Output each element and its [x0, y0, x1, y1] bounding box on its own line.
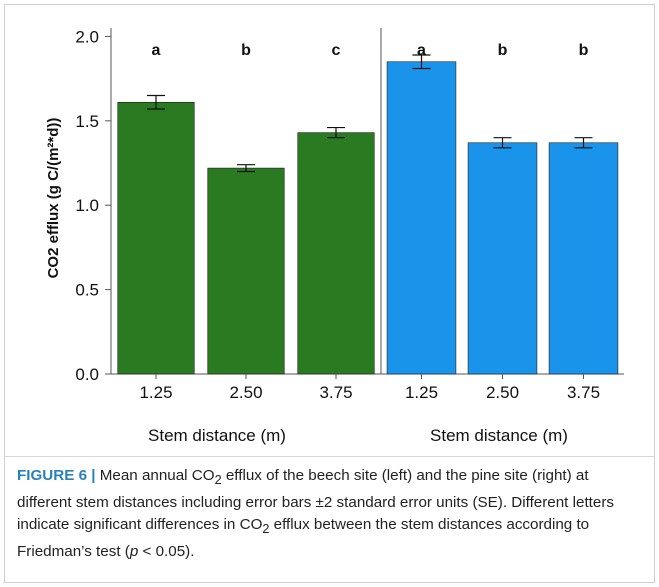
- figure-label: FIGURE 6 |: [17, 467, 96, 484]
- x-tick-label: 2.50: [229, 383, 262, 402]
- significance-letter: b: [579, 42, 589, 59]
- bar: [297, 132, 375, 375]
- x-axis-label-left: Stem distance (m): [148, 426, 286, 445]
- caption-p-variable: p: [129, 542, 139, 560]
- significance-letter: b: [498, 42, 508, 59]
- x-tick-label: 3.75: [319, 383, 352, 402]
- x-tick-label: 1.25: [139, 383, 172, 402]
- bar: [207, 167, 285, 375]
- bar-chart: 0.0 0.5 1.0 1.5 2.0 1.25 a 2.50 b 3.75 c 1.25 a 2.50 b…: [45, 27, 624, 445]
- caption-text: efflux of the beech site (left) and the …: [17, 467, 614, 534]
- bar: [386, 61, 457, 375]
- caption-text: < 0.05).: [138, 542, 195, 560]
- bar: [467, 142, 538, 375]
- y-tick-label: 1.5: [75, 112, 99, 131]
- y-tick-label: 0.5: [75, 281, 99, 300]
- x-tick-label: 1.25: [405, 383, 438, 402]
- y-tick-label: 1.0: [75, 196, 99, 215]
- x-axis-label-right: Stem distance (m): [430, 426, 568, 445]
- figure-caption: FIGURE 6 | Mean annual CO2 efflux of the…: [17, 465, 645, 563]
- x-tick-label: 3.75: [567, 383, 600, 402]
- caption-text: Mean annual CO: [95, 467, 215, 484]
- caption-subscript: 2: [262, 522, 270, 537]
- x-tick-label: 2.50: [486, 383, 519, 402]
- caption-subscript: 2: [214, 473, 222, 488]
- significance-letter: b: [241, 42, 251, 59]
- caption-text: efflux between the stem distances accord…: [17, 516, 590, 560]
- y-axis-label: CO2 efflux (g C/(m²*d)): [45, 118, 62, 279]
- y-tick-label: 0.0: [75, 365, 99, 384]
- bar: [117, 101, 195, 375]
- bar: [548, 142, 619, 375]
- significance-letter: a: [417, 42, 426, 59]
- y-tick-label: 2.0: [75, 27, 99, 46]
- significance-letter: c: [332, 42, 341, 59]
- caption-divider: [4, 456, 655, 457]
- significance-letter: a: [152, 42, 161, 59]
